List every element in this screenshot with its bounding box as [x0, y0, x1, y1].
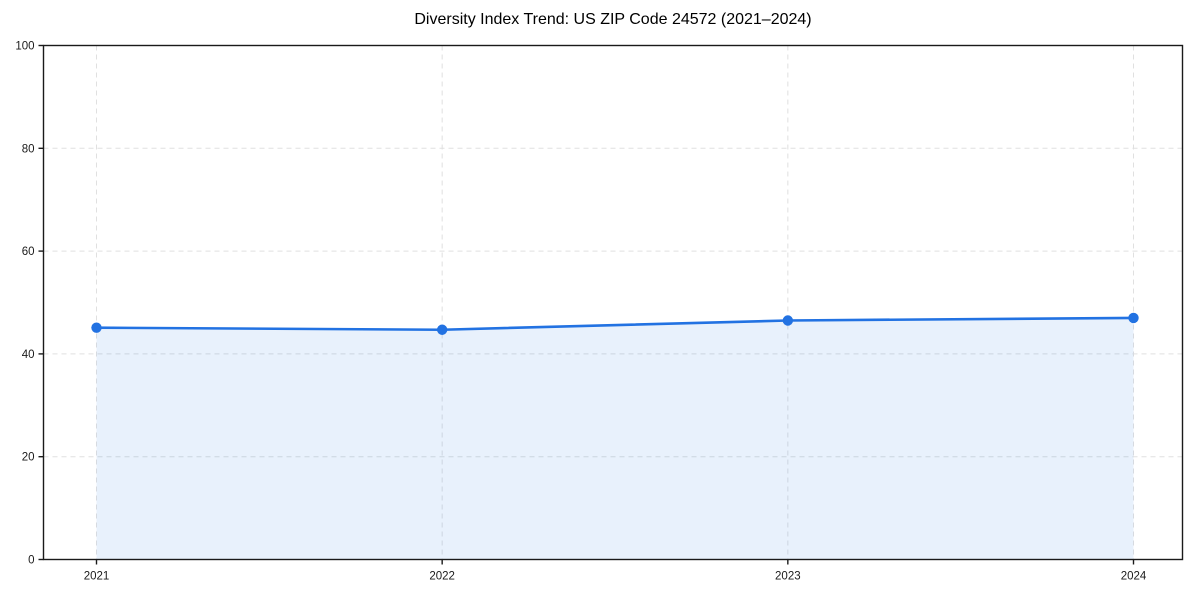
data-points-group — [91, 312, 1139, 335]
data-point — [1128, 312, 1139, 324]
y-tick-label: 80 — [22, 143, 35, 155]
chart-title: Diversity Index Trend: US ZIP Code 24572… — [414, 11, 811, 28]
y-tick-label: 20 — [22, 452, 35, 464]
area-fill — [96, 317, 1134, 560]
y-tick-label: 40 — [22, 349, 35, 361]
plot-border — [42, 44, 1184, 561]
x-tick-label: 2023 — [775, 571, 801, 583]
y-tick-label: 100 — [15, 41, 34, 53]
x-tick-label: 2024 — [1121, 571, 1147, 583]
axes-group — [38, 44, 1184, 565]
tick-labels-group: 0 20 40 60 80 100 2021 2022 2023 2024 — [15, 41, 1147, 583]
y-tick-label: 60 — [22, 246, 35, 258]
data-point — [91, 322, 102, 333]
data-point — [782, 315, 794, 326]
data-line-group — [95, 316, 1135, 332]
area-fill-group — [96, 317, 1134, 560]
x-tick-label: 2021 — [84, 571, 110, 583]
data-line — [95, 316, 1135, 332]
x-tick-label: 2022 — [429, 571, 455, 583]
y-tick-label: 0 — [28, 555, 34, 567]
data-point — [436, 324, 448, 335]
